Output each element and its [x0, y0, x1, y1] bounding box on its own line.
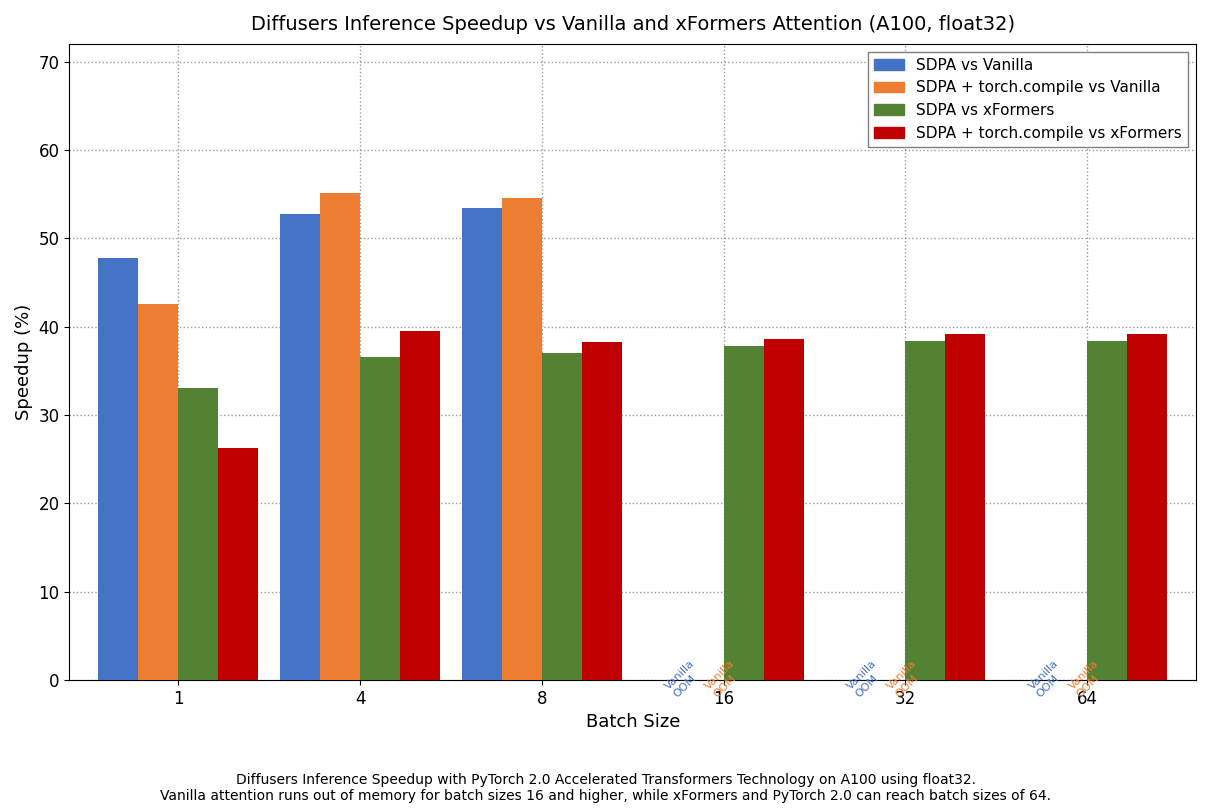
Bar: [501, 199, 541, 680]
Bar: [541, 353, 581, 680]
Bar: [400, 331, 440, 680]
Y-axis label: Speedup (%): Speedup (%): [15, 304, 33, 420]
Text: Vanilla
OOM: Vanilla OOM: [1027, 658, 1068, 700]
Bar: [763, 339, 804, 680]
Text: Vanilla
OOM: Vanilla OOM: [664, 658, 705, 700]
Bar: [723, 346, 763, 680]
Bar: [280, 214, 320, 680]
Title: Diffusers Inference Speedup vs Vanilla and xFormers Attention (A100, float32): Diffusers Inference Speedup vs Vanilla a…: [251, 15, 1015, 34]
Text: Vanilla
OOM: Vanilla OOM: [845, 658, 886, 700]
Bar: [360, 358, 400, 680]
Bar: [98, 258, 138, 680]
Bar: [320, 193, 360, 680]
Text: Diffusers Inference Speedup with PyTorch 2.0 Accelerated Transformers Technology: Diffusers Inference Speedup with PyTorch…: [160, 773, 1051, 803]
Bar: [218, 448, 258, 680]
Bar: [138, 304, 178, 680]
Bar: [1087, 341, 1127, 680]
Bar: [1127, 333, 1167, 680]
Bar: [581, 342, 621, 680]
Legend: SDPA vs Vanilla, SDPA + torch.compile vs Vanilla, SDPA vs xFormers, SDPA + torch: SDPA vs Vanilla, SDPA + torch.compile vs…: [867, 52, 1188, 147]
Bar: [178, 388, 218, 680]
Bar: [946, 334, 986, 680]
Bar: [906, 341, 946, 680]
Text: Vanilla
OOM: Vanilla OOM: [704, 658, 745, 700]
Bar: [461, 208, 501, 680]
X-axis label: Batch Size: Batch Size: [585, 713, 679, 732]
Text: Vanilla
OOM: Vanilla OOM: [885, 658, 926, 700]
Text: Vanilla
OOM: Vanilla OOM: [1067, 658, 1108, 700]
